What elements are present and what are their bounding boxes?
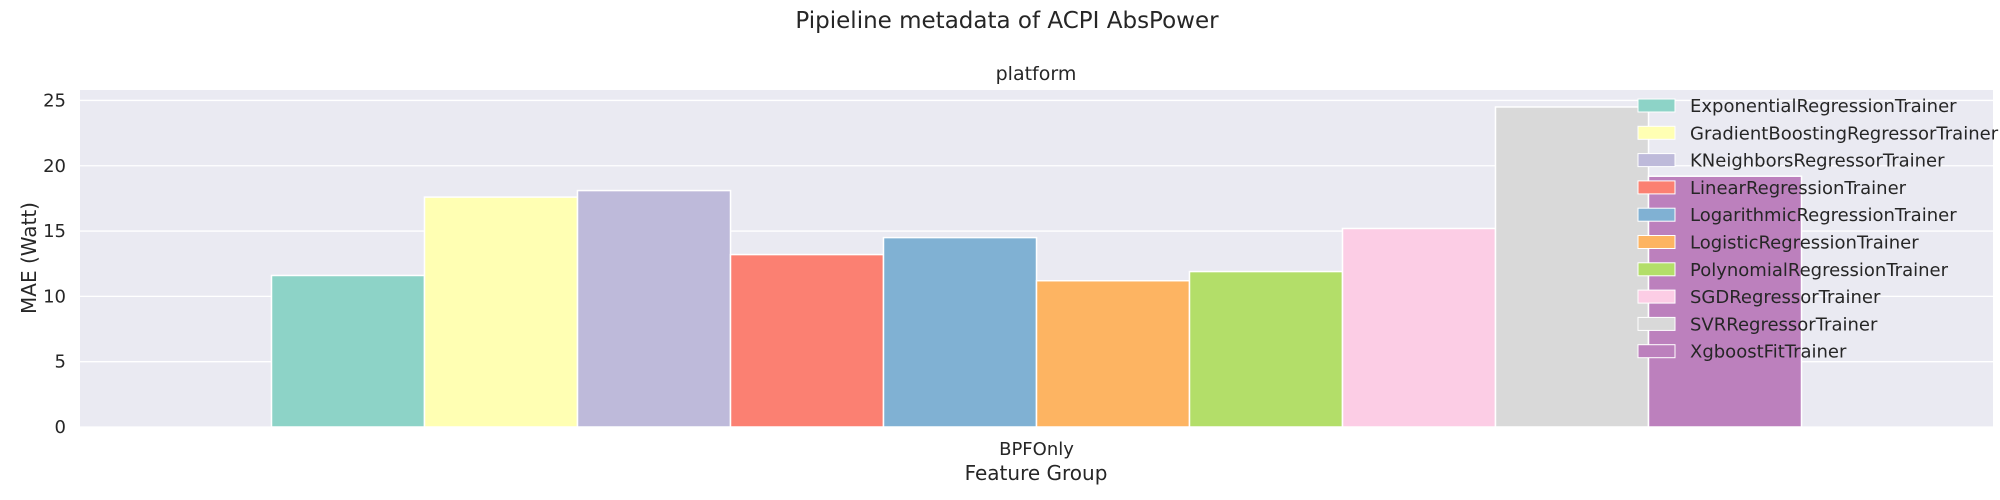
legend-label: ExponentialRegressionTrainer <box>1690 96 1957 117</box>
chart-title: platform <box>996 63 1077 85</box>
legend-swatch <box>1637 125 1676 140</box>
y-tick-label: 0 <box>55 417 66 438</box>
legend-label: PolynomialRegressionTrainer <box>1690 260 1949 281</box>
legend-swatch <box>1637 316 1676 331</box>
legend-label: KNeighborsRegressorTrainer <box>1690 151 1945 172</box>
y-tick-label: 20 <box>43 156 66 177</box>
y-tick-label: 10 <box>43 286 66 307</box>
bar-PolynomialRegressionTrainer <box>1188 270 1344 428</box>
legend-swatch <box>1637 235 1676 249</box>
legend-swatch <box>1637 289 1676 304</box>
legend-swatch <box>1637 98 1676 113</box>
legend: ExponentialRegressionTrainer GradientBoos… <box>1637 96 1999 363</box>
y-ticks: 0 5 10 15 20 25 <box>43 90 66 438</box>
legend-swatch <box>1637 180 1676 195</box>
legend-label: GradientBoostingRegressorTrainer <box>1690 123 1999 144</box>
x-axis-label: Feature Group <box>965 461 1108 485</box>
legend-label: LogisticRegressionTrainer <box>1690 233 1919 254</box>
y-tick-label: 15 <box>43 221 66 242</box>
legend-swatch <box>1637 262 1676 277</box>
y-axis-label: MAE (Watt) <box>17 202 41 314</box>
bar-KNeighborsRegressorTrainer <box>576 189 732 428</box>
y-tick-label: 5 <box>55 352 66 373</box>
x-tick-label: BPFOnly <box>999 439 1074 460</box>
chart-suptitle: Pipieline metadata of ACPI AbsPower <box>795 8 1219 34</box>
legend-label: SGDRegressorTrainer <box>1690 287 1881 308</box>
bar-ExponentialRegressionTrainer <box>270 274 426 428</box>
bar-LinearRegressionTrainer <box>729 253 885 428</box>
bar-LogarithmicRegressionTrainer <box>882 236 1038 428</box>
bar-LogisticRegressionTrainer <box>1035 279 1191 428</box>
legend-label: XgboostFitTrainer <box>1690 342 1847 363</box>
y-tick-label: 25 <box>43 90 66 111</box>
bars <box>270 106 1803 428</box>
x-ticks: BPFOnly <box>999 439 1074 460</box>
legend-label: SVRRegressorTrainer <box>1690 314 1878 335</box>
legend-label: LogarithmicRegressionTrainer <box>1690 205 1957 226</box>
bar-SGDRegressorTrainer <box>1341 227 1497 428</box>
legend-swatch <box>1637 344 1676 359</box>
legend-label: LinearRegressionTrainer <box>1690 178 1907 199</box>
legend-swatch <box>1637 153 1676 168</box>
bar-SVRRegressorTrainer <box>1494 106 1650 428</box>
legend-swatch <box>1637 207 1676 222</box>
bar-GradientBoostingRegressorTrainer <box>423 196 579 428</box>
